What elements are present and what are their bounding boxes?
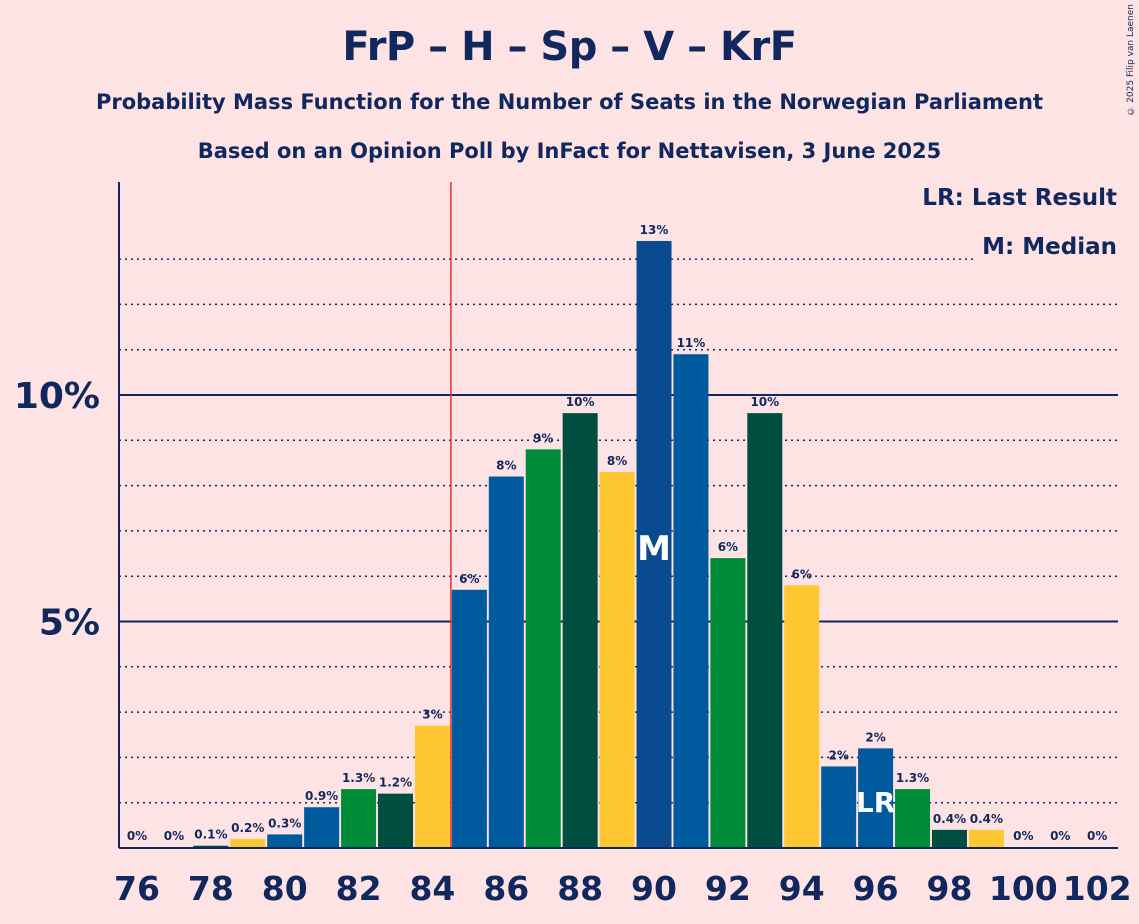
bar-81 xyxy=(304,807,340,848)
data-label: 0.1% xyxy=(194,828,227,842)
data-label: 6% xyxy=(459,572,479,586)
data-label: 11% xyxy=(677,336,706,350)
data-label: 1.3% xyxy=(342,771,375,785)
last-result-marker: LR xyxy=(856,786,895,819)
data-label: 0.3% xyxy=(268,816,301,830)
bar-79 xyxy=(230,838,266,848)
bar-84 xyxy=(414,725,450,848)
data-label: 0.9% xyxy=(305,789,338,803)
x-tick-label: 94 xyxy=(779,869,825,908)
data-label: 0% xyxy=(127,829,147,843)
x-tick-label: 88 xyxy=(557,869,603,908)
bar-89 xyxy=(599,472,635,848)
data-label: 13% xyxy=(640,223,669,237)
x-tick-label: 98 xyxy=(926,869,972,908)
chart-title: FrP – H – Sp – V – KrF xyxy=(342,24,797,70)
data-label: 3% xyxy=(422,708,442,722)
bar-85 xyxy=(451,589,487,848)
bar-91 xyxy=(673,354,709,848)
data-label: 0% xyxy=(1013,829,1033,843)
y-tick-label: 10% xyxy=(14,376,100,417)
data-label: 8% xyxy=(496,459,516,473)
median-marker: M xyxy=(637,529,671,569)
x-tick-label: 90 xyxy=(631,869,677,908)
x-tick-label: 82 xyxy=(336,869,382,908)
data-label: 1.3% xyxy=(896,771,929,785)
chart-source-line: Based on an Opinion Poll by InFact for N… xyxy=(197,139,942,163)
data-label: 2% xyxy=(828,748,848,762)
bar-94 xyxy=(784,585,820,848)
bar-98 xyxy=(931,829,967,848)
bar-86 xyxy=(488,476,524,848)
bar-96 xyxy=(858,748,894,848)
x-tick-label: 80 xyxy=(262,869,308,908)
bar-88 xyxy=(562,413,598,848)
bar-97 xyxy=(895,789,931,848)
x-tick-label: 92 xyxy=(705,869,751,908)
bar-92 xyxy=(710,558,746,848)
chart-subtitle: Probability Mass Function for the Number… xyxy=(95,90,1044,114)
data-label: 10% xyxy=(566,395,595,409)
x-tick-label: 78 xyxy=(188,869,234,908)
x-tick-label: 86 xyxy=(483,869,529,908)
data-label: 6% xyxy=(792,567,812,581)
legend-last-result: LR: Last Result xyxy=(916,185,1117,211)
bar-99 xyxy=(968,829,1004,848)
data-label: 0.4% xyxy=(933,812,966,826)
bar-95 xyxy=(821,766,857,848)
x-tick-label: 96 xyxy=(853,869,899,908)
data-label: 0.2% xyxy=(231,821,264,835)
x-tick-label: 100 xyxy=(989,869,1058,908)
bar-87 xyxy=(525,449,561,848)
data-label: 0% xyxy=(1050,829,1070,843)
y-tick-label: 5% xyxy=(39,603,100,644)
bar-80 xyxy=(267,834,303,848)
data-label: 8% xyxy=(607,454,627,468)
data-label: 0% xyxy=(1087,829,1107,843)
legend-median: M: Median xyxy=(976,234,1117,260)
bar-83 xyxy=(378,793,414,848)
data-label: 10% xyxy=(750,395,779,409)
x-tick-label: 76 xyxy=(114,869,160,908)
data-label: 6% xyxy=(718,540,738,554)
data-label: 9% xyxy=(533,431,553,445)
bar-78 xyxy=(193,845,229,848)
data-label: 2% xyxy=(865,730,885,744)
x-tick-label: 102 xyxy=(1063,869,1132,908)
data-label: 0.4% xyxy=(970,812,1003,826)
data-label: 0% xyxy=(164,829,184,843)
bar-82 xyxy=(341,789,377,848)
bar-93 xyxy=(747,413,783,848)
bar-90 xyxy=(636,240,672,849)
data-label: 1.2% xyxy=(379,776,412,790)
x-tick-label: 84 xyxy=(409,869,455,908)
